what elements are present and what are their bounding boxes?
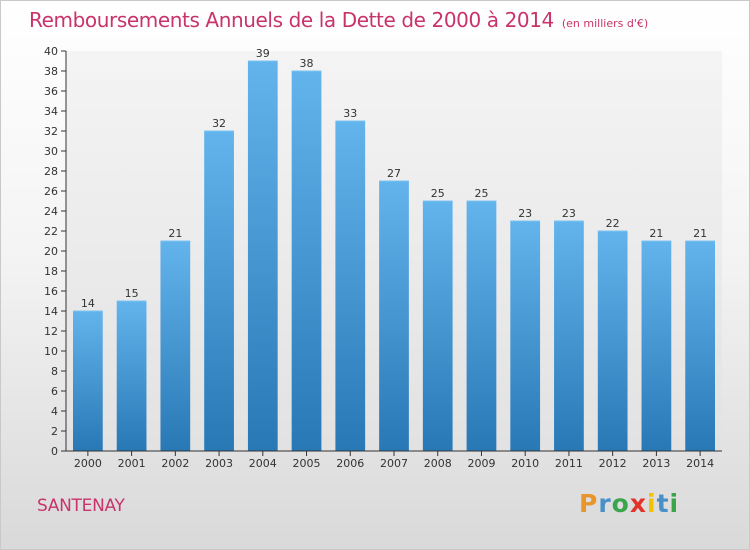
x-tick-label: 2000	[74, 457, 102, 470]
x-tick-label: 2009	[467, 457, 495, 470]
data-label: 25	[474, 187, 488, 200]
x-tick-label: 2005	[293, 457, 321, 470]
bar-2001	[116, 301, 147, 451]
x-tick-label: 2011	[555, 457, 583, 470]
y-tick-label: 20	[44, 245, 58, 258]
chart-subtitle: (en milliers d'€)	[561, 17, 649, 30]
y-tick-label: 2	[51, 425, 58, 438]
commune-name: SANTENAY	[37, 496, 125, 516]
data-label: 32	[212, 117, 226, 130]
y-tick-label: 12	[44, 325, 58, 338]
y-tick-label: 24	[44, 205, 58, 218]
data-label: 14	[81, 297, 95, 310]
x-tick-label: 2006	[336, 457, 364, 470]
y-tick-label: 16	[44, 285, 58, 298]
bar-2014	[685, 241, 715, 451]
x-tick-label: 2004	[249, 457, 277, 470]
logo-letter: o	[611, 489, 630, 518]
x-tick-label: 2003	[205, 457, 233, 470]
data-label: 21	[693, 227, 707, 240]
y-tick-label: 18	[44, 265, 58, 278]
y-tick-label: 40	[44, 45, 58, 58]
data-label: 15	[125, 287, 139, 300]
bar-2005	[291, 71, 322, 451]
data-label: 25	[431, 187, 445, 200]
x-tick-label: 2013	[642, 457, 670, 470]
x-tick-label: 2001	[118, 457, 146, 470]
data-label: 23	[518, 207, 532, 220]
data-label: 21	[649, 227, 663, 240]
y-tick-label: 6	[51, 385, 58, 398]
data-label: 23	[562, 207, 576, 220]
x-axis: 2000 2001 2002 2003 2004 2005 2006 2007 2008 2009…	[66, 450, 722, 470]
bar-2002	[160, 241, 191, 451]
y-tick-label: 30	[44, 145, 58, 158]
x-tick-label: 2007	[380, 457, 408, 470]
y-tick-label: 14	[44, 305, 58, 318]
x-tick-label: 2008	[424, 457, 452, 470]
logo-letter: i	[647, 489, 657, 518]
data-label: 38	[300, 57, 314, 70]
bar-2011	[554, 221, 584, 451]
bar-2010	[510, 221, 541, 451]
bar-2003	[204, 131, 234, 451]
y-tick-label: 8	[51, 365, 58, 378]
data-label: 21	[168, 227, 182, 240]
x-tick-label: 2002	[161, 457, 189, 470]
y-tick-label: 26	[44, 185, 58, 198]
y-tick-label: 36	[44, 85, 58, 98]
bar-2008	[422, 201, 453, 451]
y-tick-label: 0	[51, 445, 58, 458]
y-tick-label: 28	[44, 165, 58, 178]
y-tick-label: 22	[44, 225, 58, 238]
logo-letter: t	[656, 489, 670, 518]
logo-letter: r	[598, 489, 612, 518]
bars: 14 15 21 32 39 38 33 27 25 25 23 23 22 21 21	[73, 47, 715, 451]
bar-2000	[73, 311, 103, 451]
chart-title: Remboursements Annuels de la Dette de 20…	[29, 8, 554, 32]
logo-letter: i	[669, 489, 680, 518]
data-label: 22	[606, 217, 620, 230]
data-label: 27	[387, 167, 401, 180]
y-tick-label: 10	[44, 345, 58, 358]
x-tick-label: 2010	[511, 457, 539, 470]
proxiti-logo[interactable]: Proxiti	[579, 489, 679, 518]
bar-2004	[247, 61, 278, 451]
title-row: Remboursements Annuels de la Dette de 20…	[29, 8, 648, 32]
x-tick-label: 2012	[599, 457, 627, 470]
data-label: 33	[343, 107, 357, 120]
logo-letter: x	[629, 489, 647, 518]
y-tick-label: 32	[44, 125, 58, 138]
bar-2007	[379, 181, 409, 451]
logo-letter: P	[579, 489, 599, 518]
y-tick-label: 34	[44, 105, 58, 118]
x-tick-label: 2014	[686, 457, 714, 470]
y-tick-label: 4	[51, 405, 58, 418]
bar-2012	[597, 231, 628, 451]
bar-2013	[641, 241, 672, 451]
bar-2009	[466, 201, 497, 451]
bar-2006	[335, 121, 366, 451]
data-label: 39	[256, 47, 270, 60]
y-tick-label: 38	[44, 65, 58, 78]
